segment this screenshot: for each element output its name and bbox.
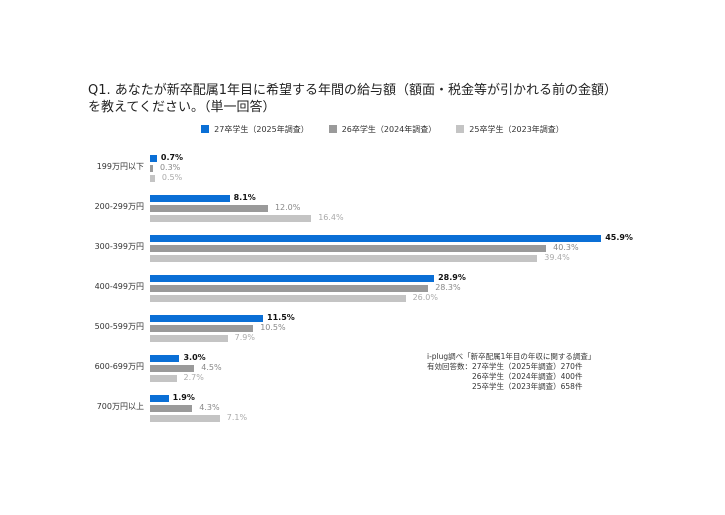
legend-label: 26卒学生（2024年調査） xyxy=(341,125,437,134)
source-note: i-plug調べ「新卒配属1年目の年収に関する調査」 有効回答数：27卒学生（20… xyxy=(427,352,595,392)
chart-title: Q1. あなたが新卒配属1年目に希望する年間の給与額（額面・税金等が引かれる前の… xyxy=(88,82,648,116)
bar xyxy=(150,195,230,202)
bar xyxy=(150,155,157,162)
data-label: 12.0% xyxy=(274,202,301,212)
category-label: 700万円以上 xyxy=(96,402,144,411)
legend-swatch xyxy=(456,125,465,133)
data-label: 2.7% xyxy=(183,372,204,382)
bar xyxy=(150,254,538,262)
bar xyxy=(150,334,228,342)
data-label: 4.3% xyxy=(199,402,220,412)
data-label: 11.5% xyxy=(267,313,295,322)
data-label: 10.5% xyxy=(260,322,286,332)
data-label: 40.3% xyxy=(553,242,579,252)
note-line: i-plug調べ「新卒配属1年目の年収に関する調査」 xyxy=(427,352,596,361)
title-line-1: Q1. あなたが新卒配属1年目に希望する年間の給与額（額面・税金等が引かれる前の… xyxy=(88,83,618,98)
legend-label: 27卒学生（2025年調査） xyxy=(214,125,309,134)
data-label: 0.3% xyxy=(159,162,181,172)
category-label: 600-699万円 xyxy=(94,362,144,371)
legend-item-2023: 25卒学生（2023年調査） xyxy=(456,124,564,135)
data-label: 16.4% xyxy=(318,212,344,222)
data-label: 0.5% xyxy=(161,172,183,182)
data-label: 7.9% xyxy=(234,332,255,342)
data-label: 4.5% xyxy=(201,362,222,372)
data-label: 7.1% xyxy=(226,412,248,422)
legend-item-2024: 26卒学生（2024年調査） xyxy=(328,124,437,135)
data-label: 8.1% xyxy=(233,193,256,202)
data-label: 28.3% xyxy=(435,282,461,292)
bar xyxy=(150,315,264,322)
legend-item-2025: 27卒学生（2025年調査） xyxy=(201,124,309,135)
note-line: 26卒学生（2024年調査）400件 xyxy=(427,372,583,381)
data-label: 3.0% xyxy=(183,353,206,362)
bar xyxy=(150,214,312,222)
legend-swatch xyxy=(328,125,337,133)
data-label: 45.9% xyxy=(605,233,633,242)
bar xyxy=(150,204,268,212)
legend-swatch xyxy=(201,125,210,133)
note-line: 25卒学生（2023年調査）658件 xyxy=(427,382,583,391)
bar xyxy=(150,355,180,362)
bar xyxy=(150,395,169,402)
bar xyxy=(150,244,547,252)
bar xyxy=(150,275,435,282)
title-line-2: を教えてください。（単一回答） xyxy=(88,100,276,115)
category-label: 500-599万円 xyxy=(94,322,144,331)
bar xyxy=(150,174,155,182)
category-label: 400-499万円 xyxy=(94,282,144,291)
data-label: 1.9% xyxy=(172,393,195,402)
category-label: 200-299万円 xyxy=(94,202,144,211)
note-line: 有効回答数：27卒学生（2025年調査）270件 xyxy=(427,362,583,371)
bar xyxy=(150,404,193,412)
legend-label: 25卒学生（2023年調査） xyxy=(469,125,564,134)
data-label: 0.7% xyxy=(160,153,184,162)
bar xyxy=(150,324,254,332)
bar xyxy=(150,414,220,422)
category-label: 300-399万円 xyxy=(94,242,144,251)
bar xyxy=(150,374,177,382)
data-label: 28.9% xyxy=(438,273,466,282)
data-label: 39.4% xyxy=(544,252,570,262)
data-label: 26.0% xyxy=(412,292,438,302)
bar xyxy=(150,294,406,302)
bar xyxy=(150,364,195,372)
category-label: 199万円以下 xyxy=(96,162,144,171)
bar xyxy=(150,164,153,172)
bar xyxy=(150,235,602,242)
bar xyxy=(150,284,429,292)
legend: 27卒学生（2025年調査） 26卒学生（2024年調査） 25卒学生（2023… xyxy=(20,124,725,135)
